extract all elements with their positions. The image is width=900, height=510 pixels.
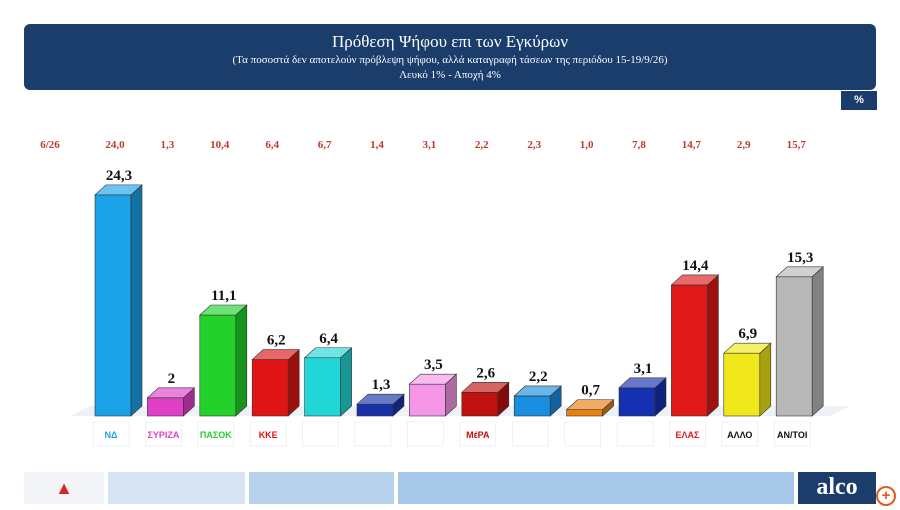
footer-segment <box>398 472 794 504</box>
party-logo-icon <box>459 421 497 447</box>
bar-chart: 6/26 24,3 24,0 ΝΔ 2 1,3 ΣΥΡΙΖΑ 11,1 10,4 ΠΑΣΟΚ 6,2… <box>40 139 850 447</box>
previous-period-label: 6/26 <box>40 139 60 151</box>
party-logo-icon <box>721 421 759 447</box>
bar-front <box>513 395 551 417</box>
bar-front <box>94 194 132 417</box>
party-logo-icon: ▲ <box>24 472 104 504</box>
value-label: 3,5 <box>424 357 443 373</box>
bar-top <box>513 385 562 397</box>
party-logo-icon <box>773 421 811 447</box>
alco-logo: alco <box>798 472 876 504</box>
bar-front <box>671 284 708 417</box>
previous-value-label: 2,3 <box>527 139 541 151</box>
party-logo-icon <box>302 421 339 447</box>
value-label: 6,4 <box>319 331 338 347</box>
bar-front <box>775 276 813 417</box>
previous-value-label: 1,3 <box>161 139 175 151</box>
value-label: 24,3 <box>106 168 132 184</box>
party-logo-icon <box>197 421 235 447</box>
bar-top <box>408 373 458 385</box>
value-label: 6,2 <box>267 333 286 349</box>
footer-segment <box>108 472 245 504</box>
party-logo-icon <box>92 421 130 447</box>
category-label: ΑΛΛΟ <box>727 430 752 440</box>
previous-value-label: 10,4 <box>210 139 230 151</box>
category-label: ΑΝ/ΤΟΙ <box>777 430 807 440</box>
previous-value-label: 15,7 <box>787 139 807 151</box>
bar-side <box>235 304 248 417</box>
chart-header: Πρόθεση Ψήφου επι των Εγκύρων (Τα ποσοστ… <box>24 24 876 90</box>
value-label: 0,7 <box>581 383 600 399</box>
bar-front <box>723 352 761 417</box>
party-logo-icon <box>669 421 706 447</box>
previous-value-label: 7,8 <box>632 139 646 151</box>
value-label: 2 <box>168 371 176 387</box>
party-logo-icon <box>511 421 549 447</box>
value-label: 11,1 <box>211 288 236 304</box>
bar-side <box>130 184 143 417</box>
bar-top <box>146 387 196 399</box>
percent-badge: % <box>841 91 877 110</box>
bar-side <box>340 347 352 417</box>
previous-value-label: 2,9 <box>737 139 751 151</box>
bar-front <box>304 357 341 417</box>
party-logo-icon <box>354 421 392 447</box>
bar-top <box>775 266 824 278</box>
value-label: 2,2 <box>529 369 548 385</box>
bar-front <box>618 387 656 417</box>
previous-value-label: 3,1 <box>423 139 437 151</box>
bar-side <box>811 266 824 417</box>
party-logo-icon <box>564 421 601 447</box>
previous-value-label: 24,0 <box>105 139 125 151</box>
value-label: 1,3 <box>372 377 391 393</box>
bar-top <box>356 393 405 405</box>
bar-front <box>461 392 499 417</box>
bar-top <box>94 184 143 196</box>
value-label: 15,3 <box>787 250 813 266</box>
chart-title: Πρόθεση Ψήφου επι των Εγκύρων <box>332 32 568 51</box>
previous-value-label: 6,4 <box>265 139 279 151</box>
chart-note: Λευκό 1% - Αποχή 4% <box>399 69 501 81</box>
category-label: ΣΥΡΙΖΑ <box>147 430 179 440</box>
bar-top <box>723 342 772 354</box>
bar-top <box>461 382 510 393</box>
plus-icon: + <box>876 486 896 506</box>
chart-subtitle: (Τα ποσοστά δεν αποτελούν πρόβλεψη ψήφου… <box>232 54 668 66</box>
previous-value-label: 2,2 <box>475 139 489 151</box>
previous-value-label: 6,7 <box>318 139 332 151</box>
bar-top <box>618 377 667 389</box>
bar-front <box>566 409 603 417</box>
bar-side <box>707 274 719 417</box>
category-label: ΜέΡΑ <box>466 430 490 440</box>
bar-side <box>759 342 772 417</box>
party-logo-icon <box>145 421 182 447</box>
bar-front <box>251 359 289 417</box>
category-label: ΠΑΣΟΚ <box>200 430 232 440</box>
party-logo-icon <box>616 421 654 447</box>
previous-value-label: 1,0 <box>580 139 594 151</box>
bar-front <box>356 403 394 417</box>
value-label: 6,9 <box>738 326 757 342</box>
bar-top <box>199 304 248 316</box>
bar-front <box>199 314 237 417</box>
party-logo-icon <box>249 421 287 447</box>
bar-top <box>565 399 615 410</box>
category-label: ΚΚΕ <box>259 430 278 440</box>
value-label: 14,4 <box>682 258 709 274</box>
bar-top <box>670 274 720 286</box>
party-logo-icon <box>407 421 444 447</box>
bar-front <box>409 383 446 417</box>
category-label: ΝΔ <box>105 430 118 440</box>
value-label: 3,1 <box>634 361 653 377</box>
bar-top <box>251 349 300 360</box>
category-label: ΕΛΑΣ <box>675 430 700 440</box>
footer-segment <box>249 472 394 504</box>
previous-value-label: 14,7 <box>682 139 702 151</box>
value-label: 2,6 <box>476 365 495 381</box>
previous-value-label: 1,4 <box>370 139 384 151</box>
bar-front <box>147 397 184 417</box>
bar-top <box>303 347 353 359</box>
bar-side <box>287 348 300 417</box>
